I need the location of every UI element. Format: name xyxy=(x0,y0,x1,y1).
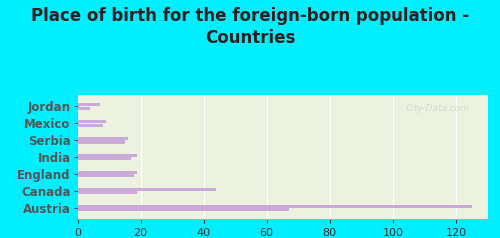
Bar xyxy=(78,154,138,157)
Bar xyxy=(78,191,138,194)
Bar xyxy=(78,188,216,191)
Bar xyxy=(78,120,106,123)
Bar xyxy=(78,171,138,174)
Text: Place of birth for the foreign-born population -
Countries: Place of birth for the foreign-born popu… xyxy=(31,7,469,47)
Bar xyxy=(78,157,131,160)
Bar xyxy=(78,137,128,140)
Text: City-Data.com: City-Data.com xyxy=(406,104,469,113)
Bar xyxy=(78,107,90,110)
Bar xyxy=(78,204,471,208)
Bar xyxy=(78,174,134,177)
Bar xyxy=(78,103,100,106)
Bar xyxy=(78,208,289,211)
Bar xyxy=(78,140,125,144)
Bar xyxy=(78,124,102,127)
